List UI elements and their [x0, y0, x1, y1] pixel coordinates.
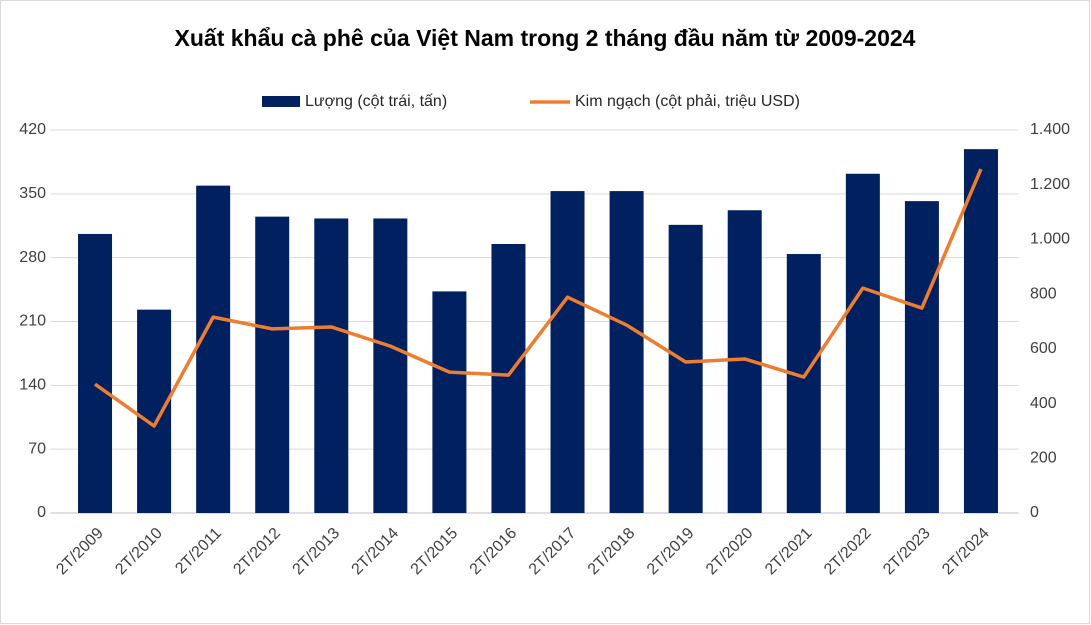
bar	[786, 254, 821, 513]
bar	[255, 216, 290, 513]
y-tick-label: 70	[28, 440, 46, 457]
y-tick-label: 280	[19, 249, 46, 266]
bar	[491, 243, 526, 513]
bar	[963, 149, 998, 513]
y2-tick-label: 600	[1030, 340, 1057, 357]
legend-label: Kim ngạch (cột phải, triệu USD)	[575, 93, 800, 110]
bar	[432, 291, 467, 513]
bar	[137, 309, 172, 513]
y-tick-label: 420	[19, 121, 46, 138]
y-tick-label: 350	[19, 185, 46, 202]
line	[94, 168, 983, 428]
y-tick-label: 0	[37, 504, 46, 521]
y2-tick-label: 0	[1030, 504, 1039, 521]
y2-tick-label: 200	[1030, 450, 1057, 467]
legend-swatch	[262, 96, 300, 107]
y2-tick-label: 800	[1030, 285, 1057, 302]
y-tick-label: 210	[19, 313, 46, 330]
bar	[78, 233, 113, 513]
y2-tick-label: 1.000	[1030, 231, 1070, 248]
bar	[314, 218, 349, 513]
y2-tick-label: 400	[1030, 395, 1057, 412]
y2-tick-label: 1.400	[1030, 121, 1070, 138]
bar	[550, 191, 585, 513]
chart-title: Xuất khẩu cà phê của Việt Nam trong 2 th…	[175, 25, 916, 51]
bar	[373, 218, 408, 513]
bar	[904, 201, 939, 513]
bar	[196, 185, 231, 513]
y2-tick-label: 1.200	[1030, 176, 1070, 193]
bar	[845, 173, 880, 513]
bar	[668, 224, 703, 514]
legend-label: Lượng (cột trái, tấn)	[305, 93, 447, 110]
y-tick-label: 140	[19, 377, 46, 394]
bar	[609, 191, 644, 513]
